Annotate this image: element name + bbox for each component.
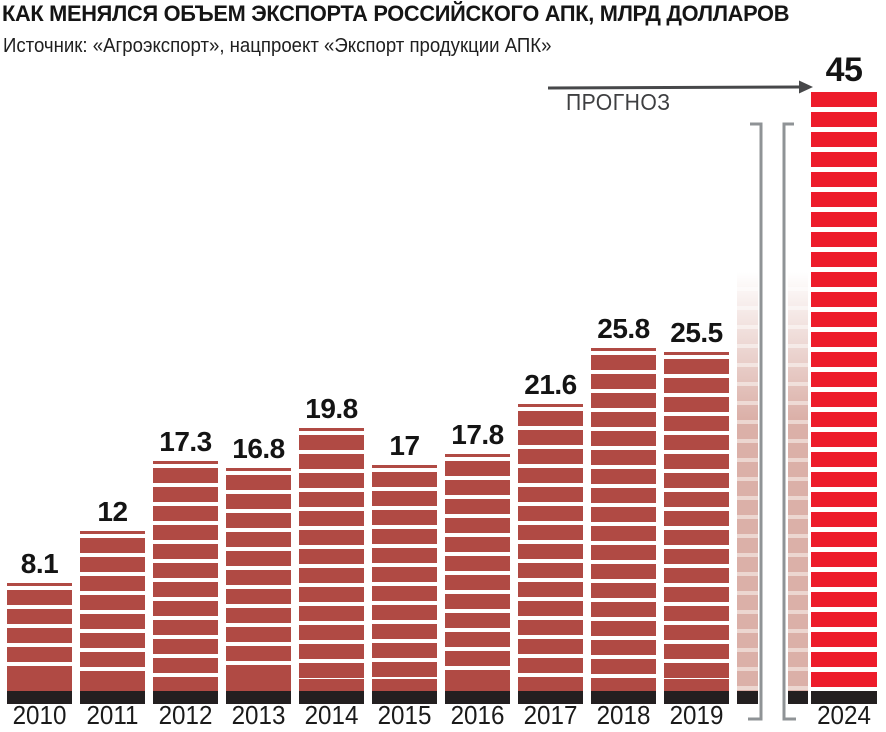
- axis-label-2011: 2011: [86, 700, 139, 730]
- value-label-2016: 17.8: [451, 419, 504, 450]
- bar-base-2013: [226, 691, 291, 704]
- bar-base-2016: [445, 691, 510, 704]
- bar-2011: [80, 531, 145, 691]
- bar-base-2019: [664, 691, 729, 704]
- bar-base-2024: [811, 691, 877, 704]
- gap-bar-omitted-years-left: [737, 272, 758, 704]
- value-label-2014: 19.8: [305, 393, 358, 424]
- bar-2024: [811, 92, 877, 691]
- bar-2014: [299, 428, 364, 691]
- axis-label-2016: 2016: [450, 700, 505, 730]
- bar-2010: [7, 583, 72, 691]
- bar-base-2014: [299, 691, 364, 704]
- axis-label-2012: 2012: [158, 700, 213, 730]
- value-label-2015: 17: [389, 430, 420, 461]
- bar-2017: [518, 404, 583, 691]
- bar-base-2017: [518, 691, 583, 704]
- axis-label-2010: 2010: [12, 700, 67, 730]
- axis-label-2024: 2024: [817, 700, 871, 730]
- value-label-2018: 25.8: [597, 313, 650, 344]
- bar-2015: [372, 465, 437, 691]
- value-label-2024: 45: [825, 51, 863, 89]
- chart-title: КАК МЕНЯЛСЯ ОБЪЕМ ЭКСПОРТА РОССИЙСКОГО А…: [2, 1, 790, 26]
- forecast-label: ПРОГНОЗ: [566, 89, 671, 115]
- axis-label-2019: 2019: [669, 700, 724, 730]
- axis-label-2015: 2015: [377, 700, 432, 730]
- bar-base-2012: [153, 691, 218, 704]
- bar-base-2015: [372, 691, 437, 704]
- value-label-2010: 8.1: [20, 548, 59, 579]
- axis-label-2017: 2017: [523, 700, 578, 730]
- bar-2012: [153, 461, 218, 691]
- value-label-2011: 12: [97, 496, 128, 527]
- bar-base-2010: [7, 691, 72, 704]
- bar-2018: [591, 348, 656, 691]
- value-label-2013: 16.8: [232, 433, 285, 464]
- value-label-2019: 25.5: [670, 317, 723, 348]
- chart-source: Источник: «Агроэкспорт», нацпроект «Эксп…: [3, 35, 552, 57]
- bar-base-2011: [80, 691, 145, 704]
- value-label-2017: 21.6: [524, 369, 577, 400]
- axis-label-2014: 2014: [304, 700, 359, 730]
- bar-base-2018: [591, 691, 656, 704]
- bar-2016: [445, 454, 510, 691]
- axis-label-2013: 2013: [231, 700, 286, 730]
- axis-label-2018: 2018: [596, 700, 651, 730]
- bar-2019: [664, 352, 729, 691]
- bar-2013: [226, 468, 291, 691]
- value-label-2012: 17.3: [159, 426, 212, 457]
- gap-bar-omitted-years-right: [788, 272, 808, 704]
